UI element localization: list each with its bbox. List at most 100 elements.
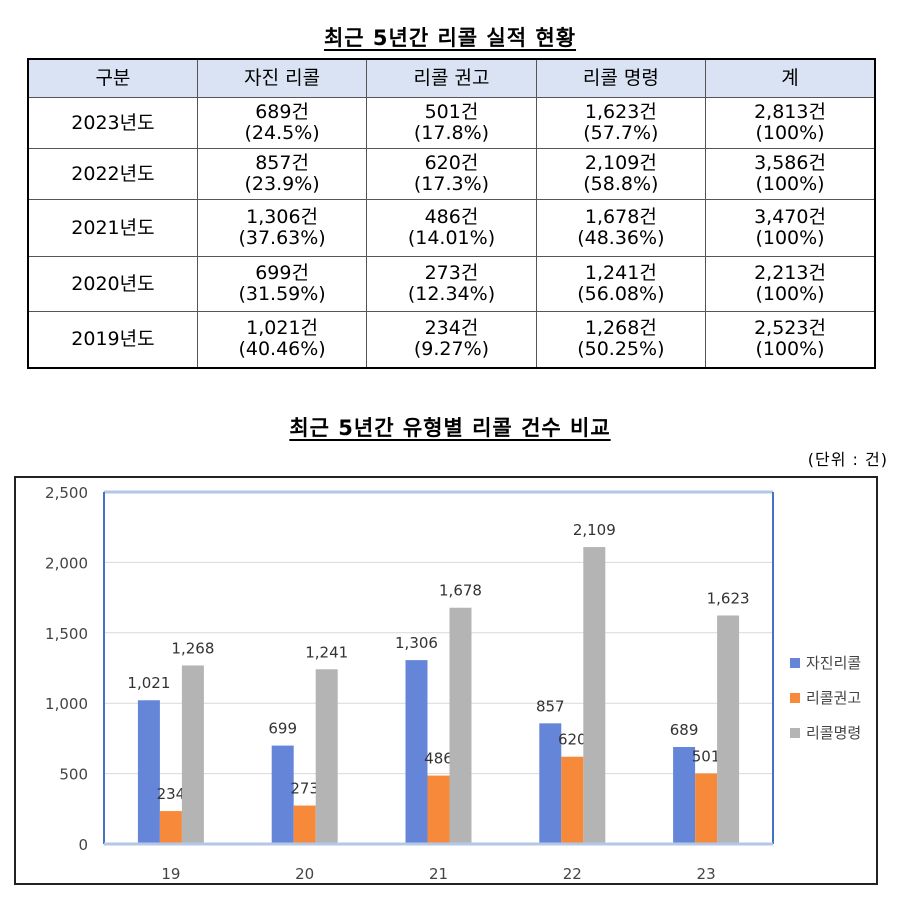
legend-label: 리콜명령 (806, 724, 861, 742)
count-text: 699건 (255, 262, 309, 284)
percent-text: (23.9%) (244, 173, 320, 195)
value-cell: 2,813건 (100%) (705, 97, 876, 149)
count-text: 1,623건 (584, 101, 657, 123)
table-row: 2023년도 689건 (24.5%) 501건 (17.8%) 1,623건 (57.7%… (27, 97, 876, 149)
value-cell: 699건 (31.59%) (196, 256, 368, 312)
percent-text: (12.34%) (407, 283, 496, 305)
column-header: 구분 (27, 58, 198, 98)
legend-label: 자진리콜 (806, 654, 861, 672)
data-label: 2,109 (573, 521, 616, 539)
legend-label: 리콜권고 (806, 689, 861, 707)
data-label: 1,623 (707, 589, 750, 607)
legend-swatch (790, 693, 800, 703)
bar-2 (427, 775, 450, 844)
percent-text: (37.63%) (238, 227, 326, 249)
count-text: 273건 (424, 262, 479, 284)
value-cell: 1,268건 (50.25%) (535, 311, 707, 368)
value-cell: 2,523건 (100%) (705, 311, 876, 368)
count-text: 857건 (255, 152, 309, 174)
value-cell: 1,306건 (37.63%) (196, 199, 368, 257)
data-label: 1,021 (127, 674, 170, 692)
column-header: 계 (705, 58, 876, 98)
y-tick-label: 1,500 (45, 625, 88, 643)
data-label: 273 (290, 780, 319, 798)
value-cell: 501건 (17.8%) (366, 97, 537, 149)
year-cell: 2023년도 (27, 97, 198, 149)
bar-2 (293, 805, 316, 844)
count-text: 689건 (255, 101, 309, 123)
count-text: 1,678건 (584, 206, 657, 228)
chart-title: 최근 5년간 유형별 리콜 건수 비교 (289, 416, 611, 440)
data-label: 1,678 (439, 582, 482, 600)
percent-text: (100%) (755, 283, 825, 305)
bar-2 (561, 756, 584, 844)
data-label: 1,306 (395, 634, 438, 652)
count-text: 1,268건 (584, 317, 657, 340)
recall-table: 구분 자진 리콜 리콜 권고 리콜 명령 계 2023년도 689건 (24.5%) 501건… (27, 58, 876, 369)
bar-3 (717, 615, 740, 844)
data-label: 689 (670, 721, 699, 739)
count-text: 234건 (424, 317, 479, 340)
unit-label: (단위 : 건) (807, 450, 888, 469)
data-label: 1,241 (305, 643, 348, 661)
value-cell: 273건 (12.34%) (366, 256, 537, 312)
table-row: 2019년도 1,021건 (40.46%) 234건 (9.27%) 1,268건 (50… (27, 311, 876, 368)
year-cell: 2020년도 (27, 256, 198, 312)
table-title: 최근 5년간 리콜 실적 현황 (323, 26, 577, 50)
x-tick-label: 19 (161, 865, 180, 883)
y-tick-label: 2,000 (45, 554, 88, 572)
percent-text: (57.7%) (583, 122, 659, 144)
percent-text: (31.59%) (238, 283, 326, 305)
percent-text: (100%) (755, 122, 825, 144)
data-label: 234 (157, 785, 186, 803)
bar-3 (583, 547, 606, 844)
column-header: 리콜 명령 (535, 58, 707, 98)
value-cell: 3,586건 (100%) (705, 148, 876, 200)
count-text: 486건 (424, 206, 479, 228)
year-cell: 2019년도 (27, 311, 198, 368)
count-text: 2,109건 (584, 152, 657, 174)
column-header: 자진 리콜 (196, 58, 368, 98)
bar-2 (695, 773, 718, 844)
count-text: 1,306건 (246, 206, 319, 228)
data-label: 699 (268, 720, 297, 738)
y-tick-label: 1,000 (45, 695, 88, 713)
percent-text: (40.46%) (238, 338, 326, 361)
percent-text: (48.36%) (577, 227, 665, 249)
percent-text: (58.8%) (583, 173, 659, 195)
y-tick-label: 2,500 (45, 484, 88, 502)
count-text: 1,241건 (584, 262, 657, 284)
bar-2 (159, 811, 182, 844)
percent-text: (100%) (755, 338, 825, 361)
percent-text: (24.5%) (244, 122, 320, 144)
percent-text: (56.08%) (577, 283, 665, 305)
table-row: 2020년도 699건 (31.59%) 273건 (12.34%) 1,241건 (56.… (27, 256, 876, 312)
x-tick-label: 23 (697, 865, 716, 883)
table-row: 2021년도 1,306건 (37.63%) 486건 (14.01%) 1,678건 (4… (27, 199, 876, 257)
count-text: 501건 (424, 101, 479, 123)
value-cell: 1,021건 (40.46%) (196, 311, 368, 368)
bar-1 (405, 660, 428, 844)
value-cell: 1,241건 (56.08%) (535, 256, 707, 312)
percent-text: (14.01%) (407, 227, 496, 249)
y-tick-label: 0 (78, 836, 88, 854)
percent-text: (9.27%) (413, 338, 490, 361)
data-label: 857 (536, 697, 565, 715)
column-header: 리콜 권고 (366, 58, 537, 98)
bar-1 (137, 700, 160, 844)
table-row: 2022년도 857건 (23.9%) 620건 (17.3%) 2,109건 (58.8%… (27, 148, 876, 200)
bar-1 (271, 745, 294, 844)
percent-text: (100%) (755, 173, 825, 195)
bar-3 (181, 665, 204, 844)
value-cell: 1,678건 (48.36%) (535, 199, 707, 257)
value-cell: 2,213건 (100%) (705, 256, 876, 312)
value-cell: 857건 (23.9%) (196, 148, 368, 200)
data-label: 486 (424, 750, 453, 768)
legend-swatch (790, 728, 800, 738)
percent-text: (17.3%) (413, 173, 490, 195)
percent-text: (50.25%) (577, 338, 665, 361)
count-text: 2,213건 (754, 262, 826, 284)
data-label: 620 (558, 731, 587, 749)
value-cell: 486건 (14.01%) (366, 199, 537, 257)
